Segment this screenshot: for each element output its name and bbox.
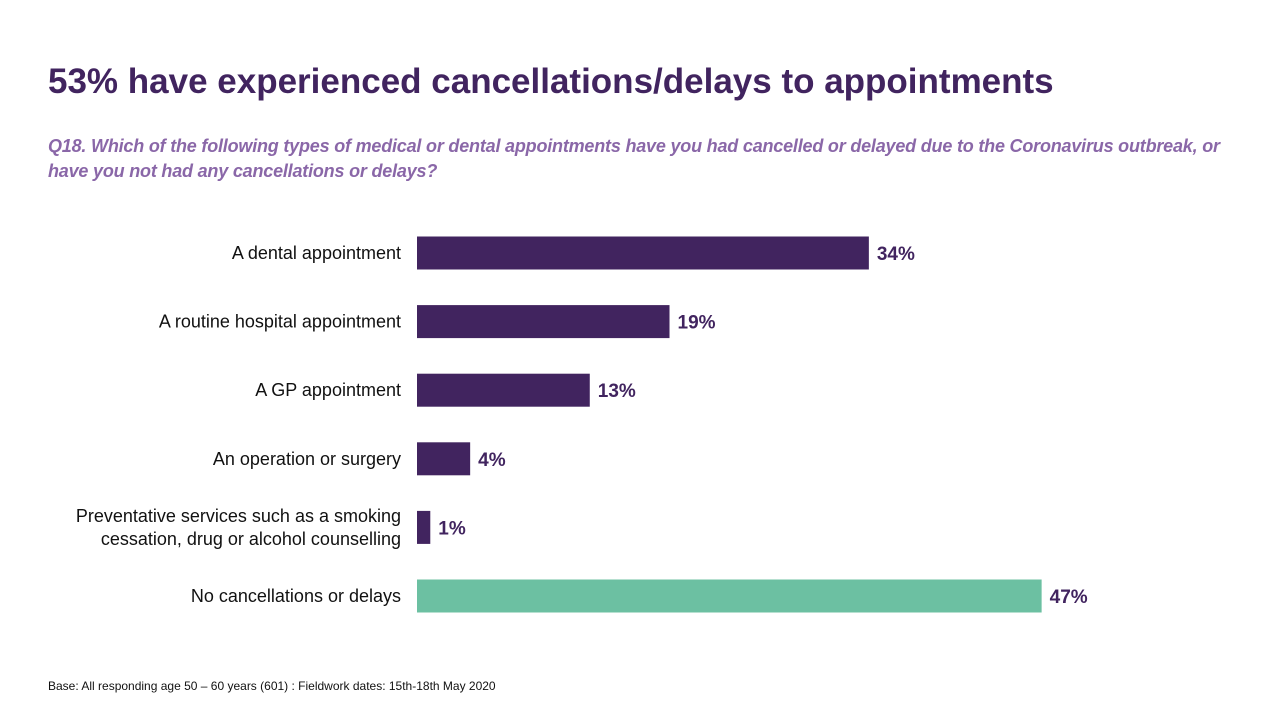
value-label-6: 47%: [1050, 587, 1088, 608]
value-label-2: 19%: [678, 313, 716, 334]
category-label-line: Preventative services such as a smoking: [76, 506, 401, 526]
category-label-6: No cancellations or delays: [191, 586, 401, 606]
bar-4: [417, 442, 471, 476]
category-label-line: A GP appointment: [255, 380, 401, 400]
category-label-line: cessation, drug or alcohol counselling: [101, 529, 401, 549]
chart-title: 53% have experienced cancellations/delay…: [48, 62, 1054, 101]
bar-5: [417, 510, 431, 544]
value-label-5: 1%: [438, 518, 466, 539]
category-label-line: An operation or surgery: [213, 449, 401, 469]
value-label-4: 4%: [478, 450, 506, 471]
category-label-3: A GP appointment: [255, 380, 401, 400]
category-label-line: A routine hospital appointment: [159, 312, 401, 332]
category-label-2: A routine hospital appointment: [159, 312, 401, 332]
footnote: Base: All responding age 50 – 60 years (…: [48, 679, 496, 693]
category-label-line: No cancellations or delays: [191, 586, 401, 606]
category-label-1: A dental appointment: [232, 243, 401, 263]
bar-3: [417, 373, 590, 407]
value-label-1: 34%: [877, 244, 915, 265]
chart-subtitle: Q18. Which of the following types of med…: [48, 136, 1220, 181]
category-label-4: An operation or surgery: [213, 449, 401, 469]
bar-1: [417, 236, 869, 270]
value-label-3: 13%: [598, 381, 636, 402]
bar-6: [417, 579, 1042, 613]
bar-2: [417, 305, 670, 339]
category-label-line: A dental appointment: [232, 243, 401, 263]
category-label-5: Preventative services such as a smoking c…: [76, 506, 401, 549]
